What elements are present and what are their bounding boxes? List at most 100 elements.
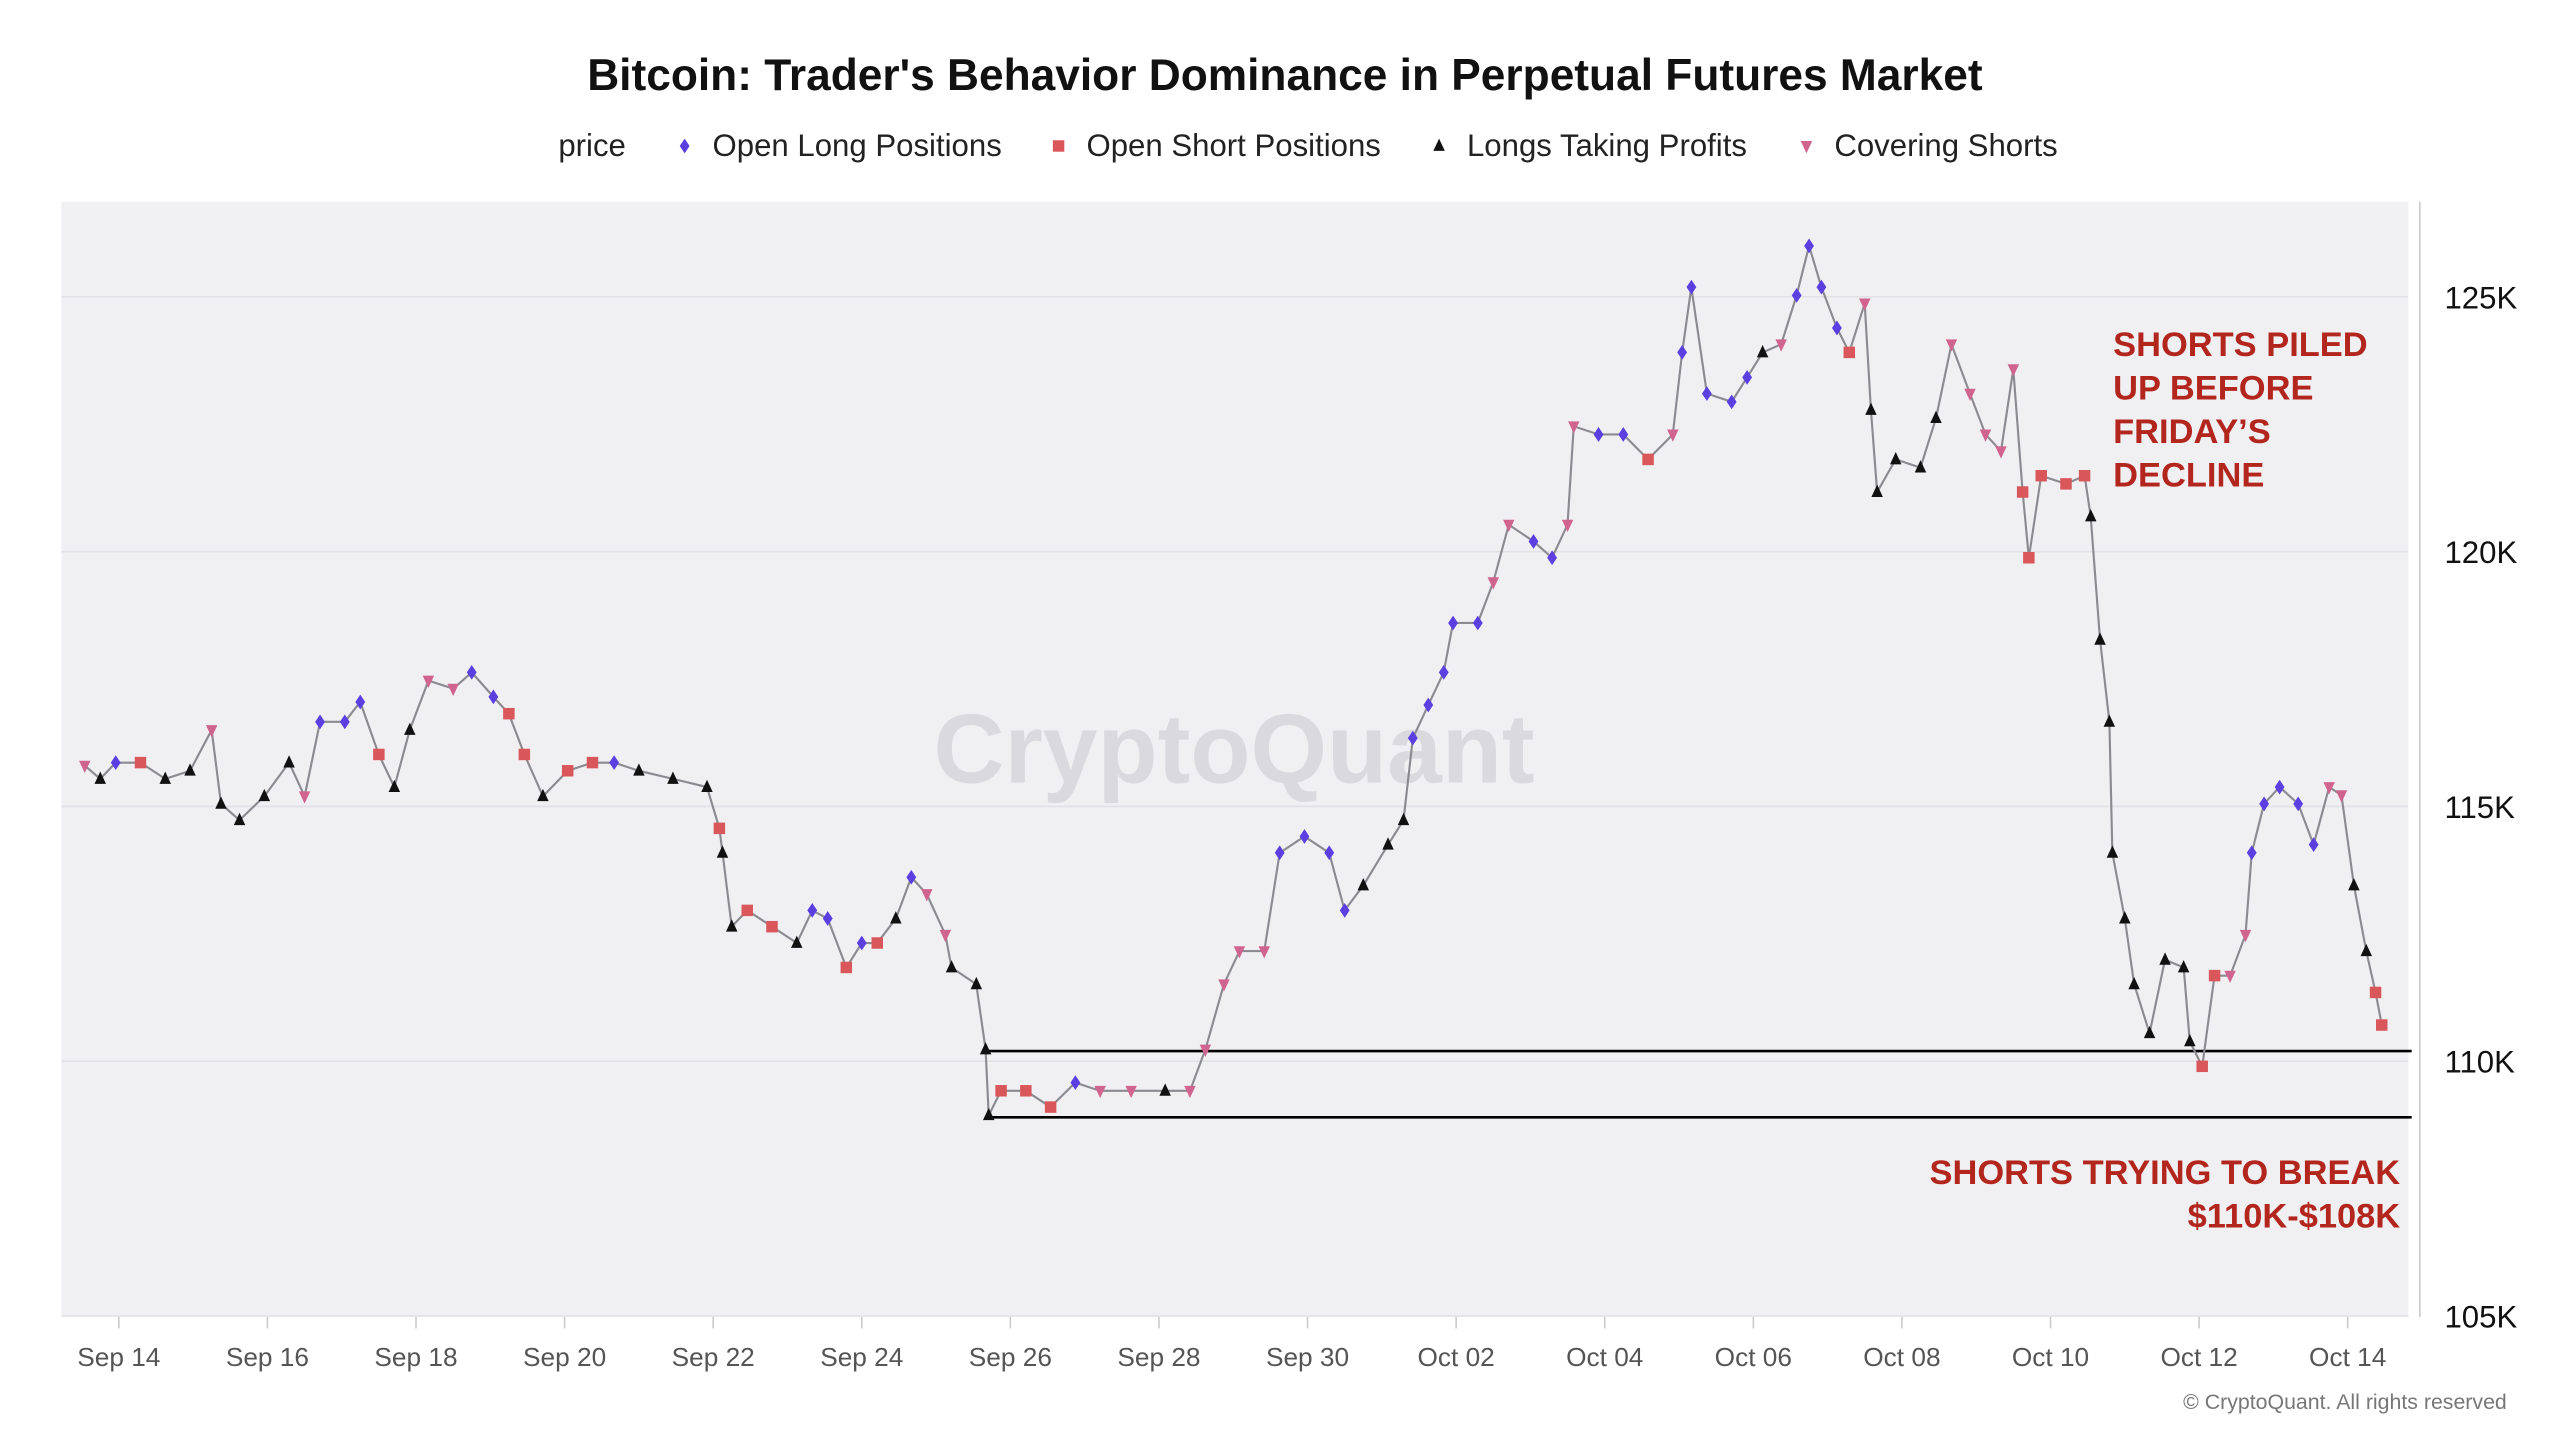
open-long-marker [1448,615,1458,631]
covering-short-marker [1184,1085,1196,1099]
long-profit-marker [1357,878,1370,891]
long-profit-marker [2348,878,2360,891]
covering-short-marker [79,760,91,774]
x-tick-label: Oct 12 [2160,1342,2237,1372]
long-profit-marker [1865,402,1877,415]
long-profit-marker [258,788,271,802]
legend-label: Open Long Positions [713,128,1002,163]
open-long-marker [807,903,818,918]
annotation-shorts-piled: DECLINE [2113,456,2264,494]
long-profit-marker [2128,976,2140,990]
open-short-marker [713,822,726,835]
open-long-marker [1791,287,1802,303]
long-profit-marker [2143,1025,2156,1039]
long-profit-marker [2085,509,2097,522]
covering-short-marker [447,683,459,697]
covering-short-marker [2224,970,2236,983]
long-profit-marker [667,771,679,784]
open-short-marker [1044,1101,1057,1113]
open-long-marker [1299,829,1310,844]
open-short-marker [1642,453,1654,466]
long-profit-marker [2177,960,2190,973]
covering-short-marker [2323,782,2335,795]
open-long-marker [2246,845,2257,861]
long-profit-marker [1889,452,1902,465]
covering-short-marker [1094,1085,1106,1099]
open-short-marker [1020,1085,1032,1097]
annotation-shorts-break: $110K-$108K [2188,1198,2401,1236]
plot-area [61,201,2409,1317]
open-short-marker [840,961,853,974]
open-short-marker [2208,969,2221,982]
open-short-marker [373,748,385,761]
long-profit-marker [94,771,106,784]
covering-short-marker [1199,1044,1212,1057]
long-profit-marker [1382,837,1394,850]
open-short-marker [2023,552,2035,564]
annotation-shorts-break: SHORTS TRYING TO BREAK [1929,1154,2400,1192]
long-profit-marker [159,771,171,784]
legend-label: price [558,128,626,163]
annotation-shorts-piled: FRIDAY’S [2113,413,2271,451]
open-short-marker [586,756,599,769]
annotation-shorts-piled: UP BEFORE [2113,369,2313,407]
open-long-marker [488,689,499,705]
long-profit-marker [1756,345,1769,358]
open-short-marker [2035,469,2047,482]
covering-short-marker [1487,577,1500,590]
annotation-shorts-piled: SHORTS PILED [2113,326,2367,364]
open-short-marker [2016,486,2029,498]
open-long-marker [822,911,833,926]
long-profit-marker [890,911,902,924]
covering-short-marker [1218,979,1230,992]
x-tick-label: Oct 02 [1417,1342,1494,1372]
x-tick-label: Sep 14 [77,1342,160,1372]
x-tick-label: Oct 10 [2012,1342,2089,1372]
covering-short-marker [1995,446,2007,459]
covering-short-marker [1964,388,1976,402]
chart-title: Bitcoin: Trader's Behavior Dominance in … [587,51,1983,100]
open-long-marker [1407,730,1418,746]
covering-short-marker [1503,519,1515,533]
covering-short-marker [205,725,218,738]
x-tick-label: Oct 06 [1715,1342,1792,1372]
open-short-marker [2376,1019,2388,1031]
x-tick-label: Sep 18 [374,1342,457,1372]
x-tick-label: Sep 26 [969,1342,1052,1372]
long-profit-marker [184,763,196,776]
open-long-marker [1274,845,1285,861]
long-profit-marker [791,935,803,948]
open-short-marker [561,765,574,777]
long-profit-marker [404,722,416,735]
long-profit-marker [701,779,713,792]
long-profit-marker [215,796,227,809]
long-profit-marker [2184,1033,2196,1047]
open-short-marker [518,748,531,761]
x-tick-label: Sep 16 [226,1342,309,1372]
long-profit-marker [2159,952,2171,965]
covering-short-marker [422,675,435,688]
legend[interactable]: price Open Long Positions Open Short Posit… [511,128,2058,163]
covering-short-marker [939,929,952,943]
open-long-marker [1804,238,1814,254]
long-profit-marker [2119,911,2131,924]
covering-short-marker [2007,364,2020,377]
y-tick-label: 115K [2444,790,2515,825]
long-profit-marker [970,976,983,990]
legend-label: Covering Shorts [1834,128,2057,163]
legend-longs-taking-profits-symbol [1433,138,1445,151]
long-profit-marker [1930,410,1942,424]
long-profit-marker [1914,460,1927,473]
y-tick-label: 110K [2444,1045,2515,1080]
open-short-marker [134,756,147,769]
covering-short-marker [1561,519,1574,533]
open-long-marker [906,869,917,885]
open-long-marker [1339,903,1350,918]
long-profit-marker [233,812,246,826]
long-profit-marker [2360,943,2373,957]
x-tick-label: Oct 14 [2309,1342,2386,1372]
legend-label: Longs Taking Profits [1467,128,1747,163]
covering-short-marker [1258,946,1270,959]
long-profit-marker [1159,1083,1171,1096]
covering-short-marker [1979,429,1992,442]
